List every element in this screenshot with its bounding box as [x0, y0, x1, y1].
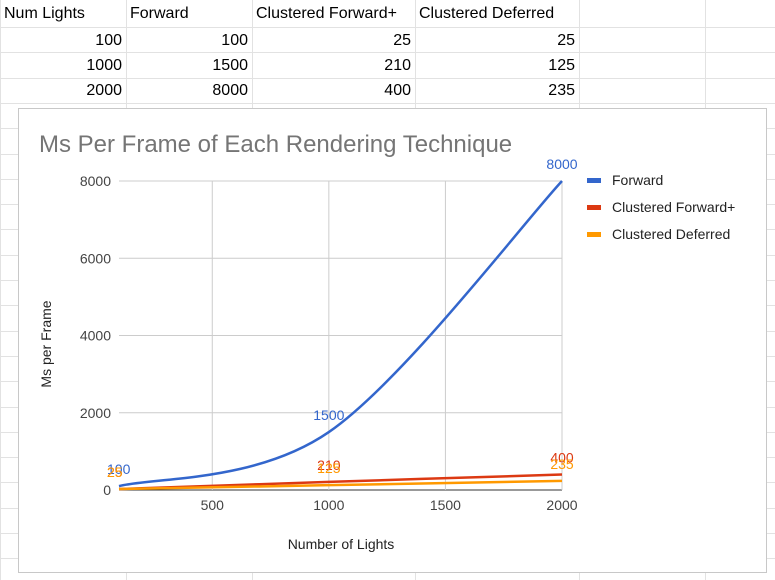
header-forward[interactable]: Forward	[130, 5, 189, 22]
cell-r2-c2[interactable]: 1500	[212, 57, 248, 74]
legend-swatch-forward	[587, 178, 601, 183]
y-tick-label: 6000	[80, 250, 111, 266]
data-label-clustered-forward-plus: 210	[317, 457, 341, 473]
y-tick-label: 4000	[80, 328, 111, 344]
chart-title: Ms Per Frame of Each Rendering Technique	[39, 131, 512, 158]
x-tick-label: 1500	[430, 497, 461, 513]
y-tick-label: 8000	[80, 173, 111, 189]
data-label-forward: 1500	[313, 407, 344, 423]
data-label-forward: 100	[107, 461, 131, 477]
legend-swatch-clustered-deferred	[587, 232, 601, 237]
cell-r3-c3[interactable]: 400	[384, 82, 411, 99]
chart-card[interactable]: 100 1500 8000 25 210 400 25 125 235 Ms Per Frame…	[18, 108, 767, 573]
y-axis-title: Ms per Frame	[38, 300, 54, 387]
data-label-clustered-forward-plus: 400	[550, 450, 574, 466]
legend-swatch-clustered-forward-plus	[587, 205, 601, 210]
x-tick-label: 500	[201, 497, 225, 513]
cell-r1-c2[interactable]: 100	[221, 32, 248, 49]
header-clustered-forward-plus[interactable]: Clustered Forward+	[256, 5, 397, 22]
legend: Forward Clustered Forward+ Clustered Defer…	[587, 172, 735, 242]
data-label-forward: 8000	[546, 156, 577, 172]
cell-r3-c1[interactable]: 2000	[86, 82, 122, 99]
cell-r2-c4[interactable]: 125	[548, 57, 575, 74]
y-tick-label: 0	[103, 482, 111, 498]
y-tick-label: 2000	[80, 405, 111, 421]
data-label-clustered-forward-plus: 25	[107, 464, 123, 480]
legend-label-clustered-forward-plus: Clustered Forward+	[612, 199, 735, 215]
cell-r1-c1[interactable]: 100	[95, 32, 122, 49]
series-line-forward[interactable]	[118, 180, 563, 488]
cell-r3-c4[interactable]: 235	[548, 82, 575, 99]
data-label-clustered-deferred: 25	[107, 464, 123, 480]
series-line-clustered-deferred[interactable]	[118, 479, 563, 491]
data-label-clustered-deferred: 125	[317, 460, 341, 476]
x-tick-label: 2000	[546, 497, 577, 513]
data-label-clustered-deferred: 235	[550, 456, 574, 472]
cell-r3-c2[interactable]: 8000	[212, 82, 248, 99]
cell-r2-c3[interactable]: 210	[384, 57, 411, 74]
legend-label-forward: Forward	[612, 172, 663, 188]
x-axis-title: Number of Lights	[288, 536, 395, 552]
cell-r1-c4[interactable]: 25	[557, 32, 575, 49]
legend-label-clustered-deferred: Clustered Deferred	[612, 226, 730, 242]
cell-r1-c3[interactable]: 25	[393, 32, 411, 49]
x-tick-label: 1000	[313, 497, 344, 513]
gridlines	[119, 180, 563, 491]
header-clustered-deferred[interactable]: Clustered Deferred	[419, 5, 555, 22]
cell-r2-c1[interactable]: 1000	[86, 57, 122, 74]
header-num-lights[interactable]: Num Lights	[4, 5, 85, 22]
series-layer	[118, 180, 563, 491]
